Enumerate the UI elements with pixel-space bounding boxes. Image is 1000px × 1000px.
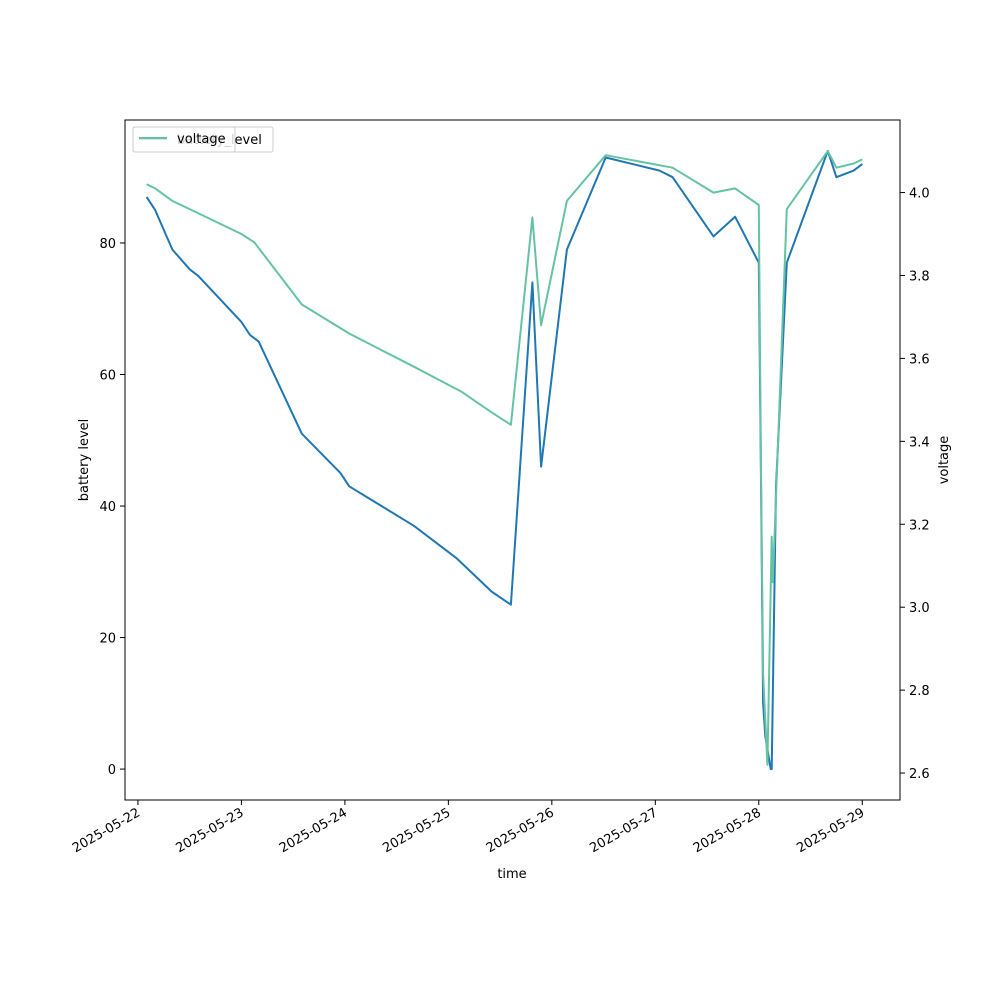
left-y-tick-label: 0: [108, 763, 116, 778]
right-y-tick-label: 3.2: [909, 518, 930, 533]
left-y-tick-label: 80: [99, 237, 116, 252]
legend-box: [132, 126, 236, 153]
left-y-tick-label: 40: [99, 500, 116, 515]
left-y-tick-label: 20: [99, 632, 116, 647]
plot-area: [145, 149, 863, 771]
plot-frame: [124, 119, 901, 801]
right-y-tick-label: 2.8: [909, 684, 930, 699]
right-y-axis-label: voltage: [937, 436, 952, 485]
series-line-voltage: [146, 150, 863, 766]
legend-label-voltage: voltage: [177, 132, 226, 147]
legend-voltage: voltage: [132, 126, 236, 153]
right-y-tick-label: 3.8: [909, 269, 930, 284]
right-y-tick-label: 3.6: [909, 352, 930, 367]
right-y-tick-label: 3.4: [909, 435, 930, 450]
left-y-axis: 0 20 40 60 80: [99, 237, 125, 778]
left-y-tick-label: 60: [99, 369, 116, 384]
right-y-tick-label: 3.0: [909, 601, 930, 616]
x-axis-label: time: [497, 867, 526, 882]
series-line-battery-level: [145, 149, 863, 771]
left-y-axis-label: battery level: [77, 419, 92, 502]
right-y-tick-label: 2.6: [909, 767, 930, 782]
right-y-tick-label: 4.0: [909, 187, 930, 202]
right-y-axis: 2.6 2.8 3.0 3.2 3.4 3.6 3.8 4.0: [900, 187, 930, 782]
